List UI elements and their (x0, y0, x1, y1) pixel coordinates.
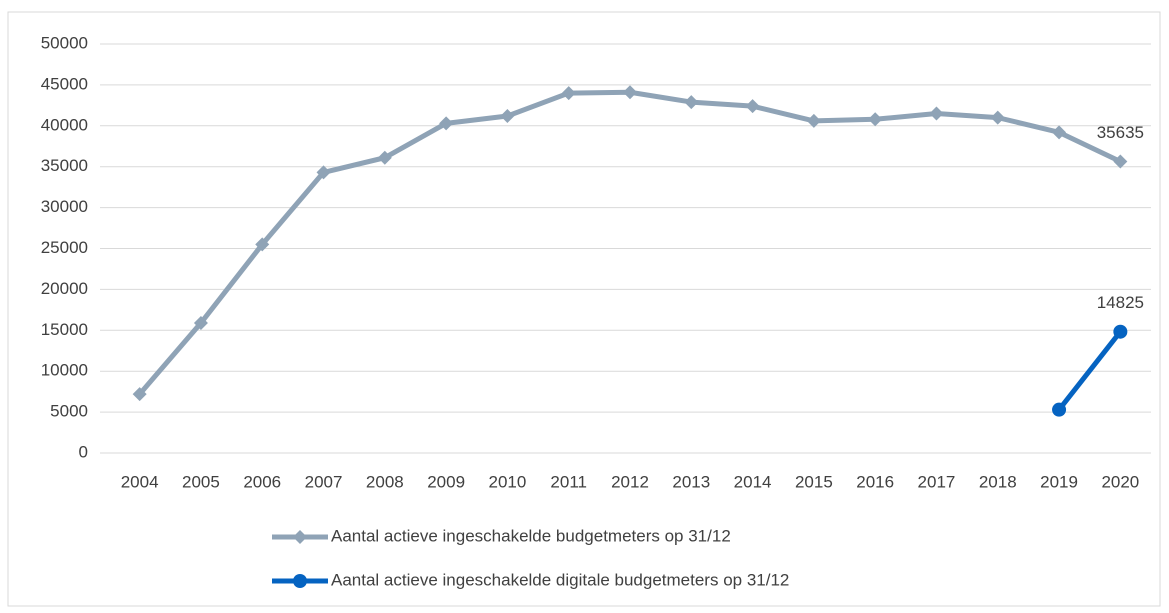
y-tick-label: 35000 (41, 156, 88, 175)
point (745, 99, 760, 114)
point (806, 113, 821, 128)
x-tick-label: 2013 (672, 472, 710, 491)
point (1113, 324, 1128, 339)
x-tick-label: 2004 (121, 472, 159, 491)
x-tick-label: 2019 (1040, 472, 1078, 491)
series-line (1057, 330, 1123, 412)
y-tick-label: 30000 (41, 197, 88, 216)
point (377, 150, 392, 165)
point (561, 86, 576, 101)
y-tick-label: 5000 (50, 402, 88, 421)
legend-label: Aantal actieve ingeschakelde digitale bu… (331, 570, 789, 589)
point (1113, 154, 1128, 169)
x-tick-label: 2020 (1101, 472, 1139, 491)
x-tick-label: 2005 (182, 472, 220, 491)
point (929, 106, 944, 121)
y-tick-label: 50000 (41, 33, 88, 52)
y-tick-label: 15000 (41, 320, 88, 339)
point (293, 530, 307, 544)
point (990, 110, 1005, 125)
point (623, 85, 637, 100)
legend-label: Aantal actieve ingeschakelde budgetmeter… (331, 526, 731, 545)
y-tick-label: 25000 (41, 238, 88, 257)
data-label: 35635 (1097, 123, 1144, 142)
x-tick-label: 2011 (550, 472, 587, 491)
y-tick-label: 10000 (41, 361, 88, 380)
point (500, 108, 515, 123)
point (868, 112, 883, 127)
point (439, 116, 454, 131)
point (316, 165, 331, 180)
point (293, 574, 307, 588)
x-tick-label: 2007 (305, 472, 343, 491)
y-tick-label: 45000 (41, 74, 88, 93)
data-label: 14825 (1097, 293, 1144, 312)
x-tick-label: 2017 (918, 472, 956, 491)
x-tick-label: 2008 (366, 472, 404, 491)
x-tick-label: 2009 (427, 472, 465, 491)
point (1052, 402, 1067, 417)
point (132, 387, 147, 402)
x-tick-label: 2018 (979, 472, 1017, 491)
point (1052, 125, 1067, 140)
x-tick-label: 2016 (856, 472, 894, 491)
x-tick-label: 2006 (243, 472, 281, 491)
chart-border (7, 11, 1161, 607)
point (255, 237, 270, 252)
x-tick-label: 2014 (734, 472, 772, 491)
point (193, 315, 208, 330)
y-tick-label: 0 (79, 442, 88, 461)
point (684, 95, 699, 110)
y-tick-label: 20000 (41, 279, 88, 298)
x-tick-label: 2012 (611, 472, 649, 491)
x-tick-label: 2010 (488, 472, 526, 491)
y-tick-label: 40000 (41, 115, 88, 134)
x-tick-label: 2015 (795, 472, 833, 491)
